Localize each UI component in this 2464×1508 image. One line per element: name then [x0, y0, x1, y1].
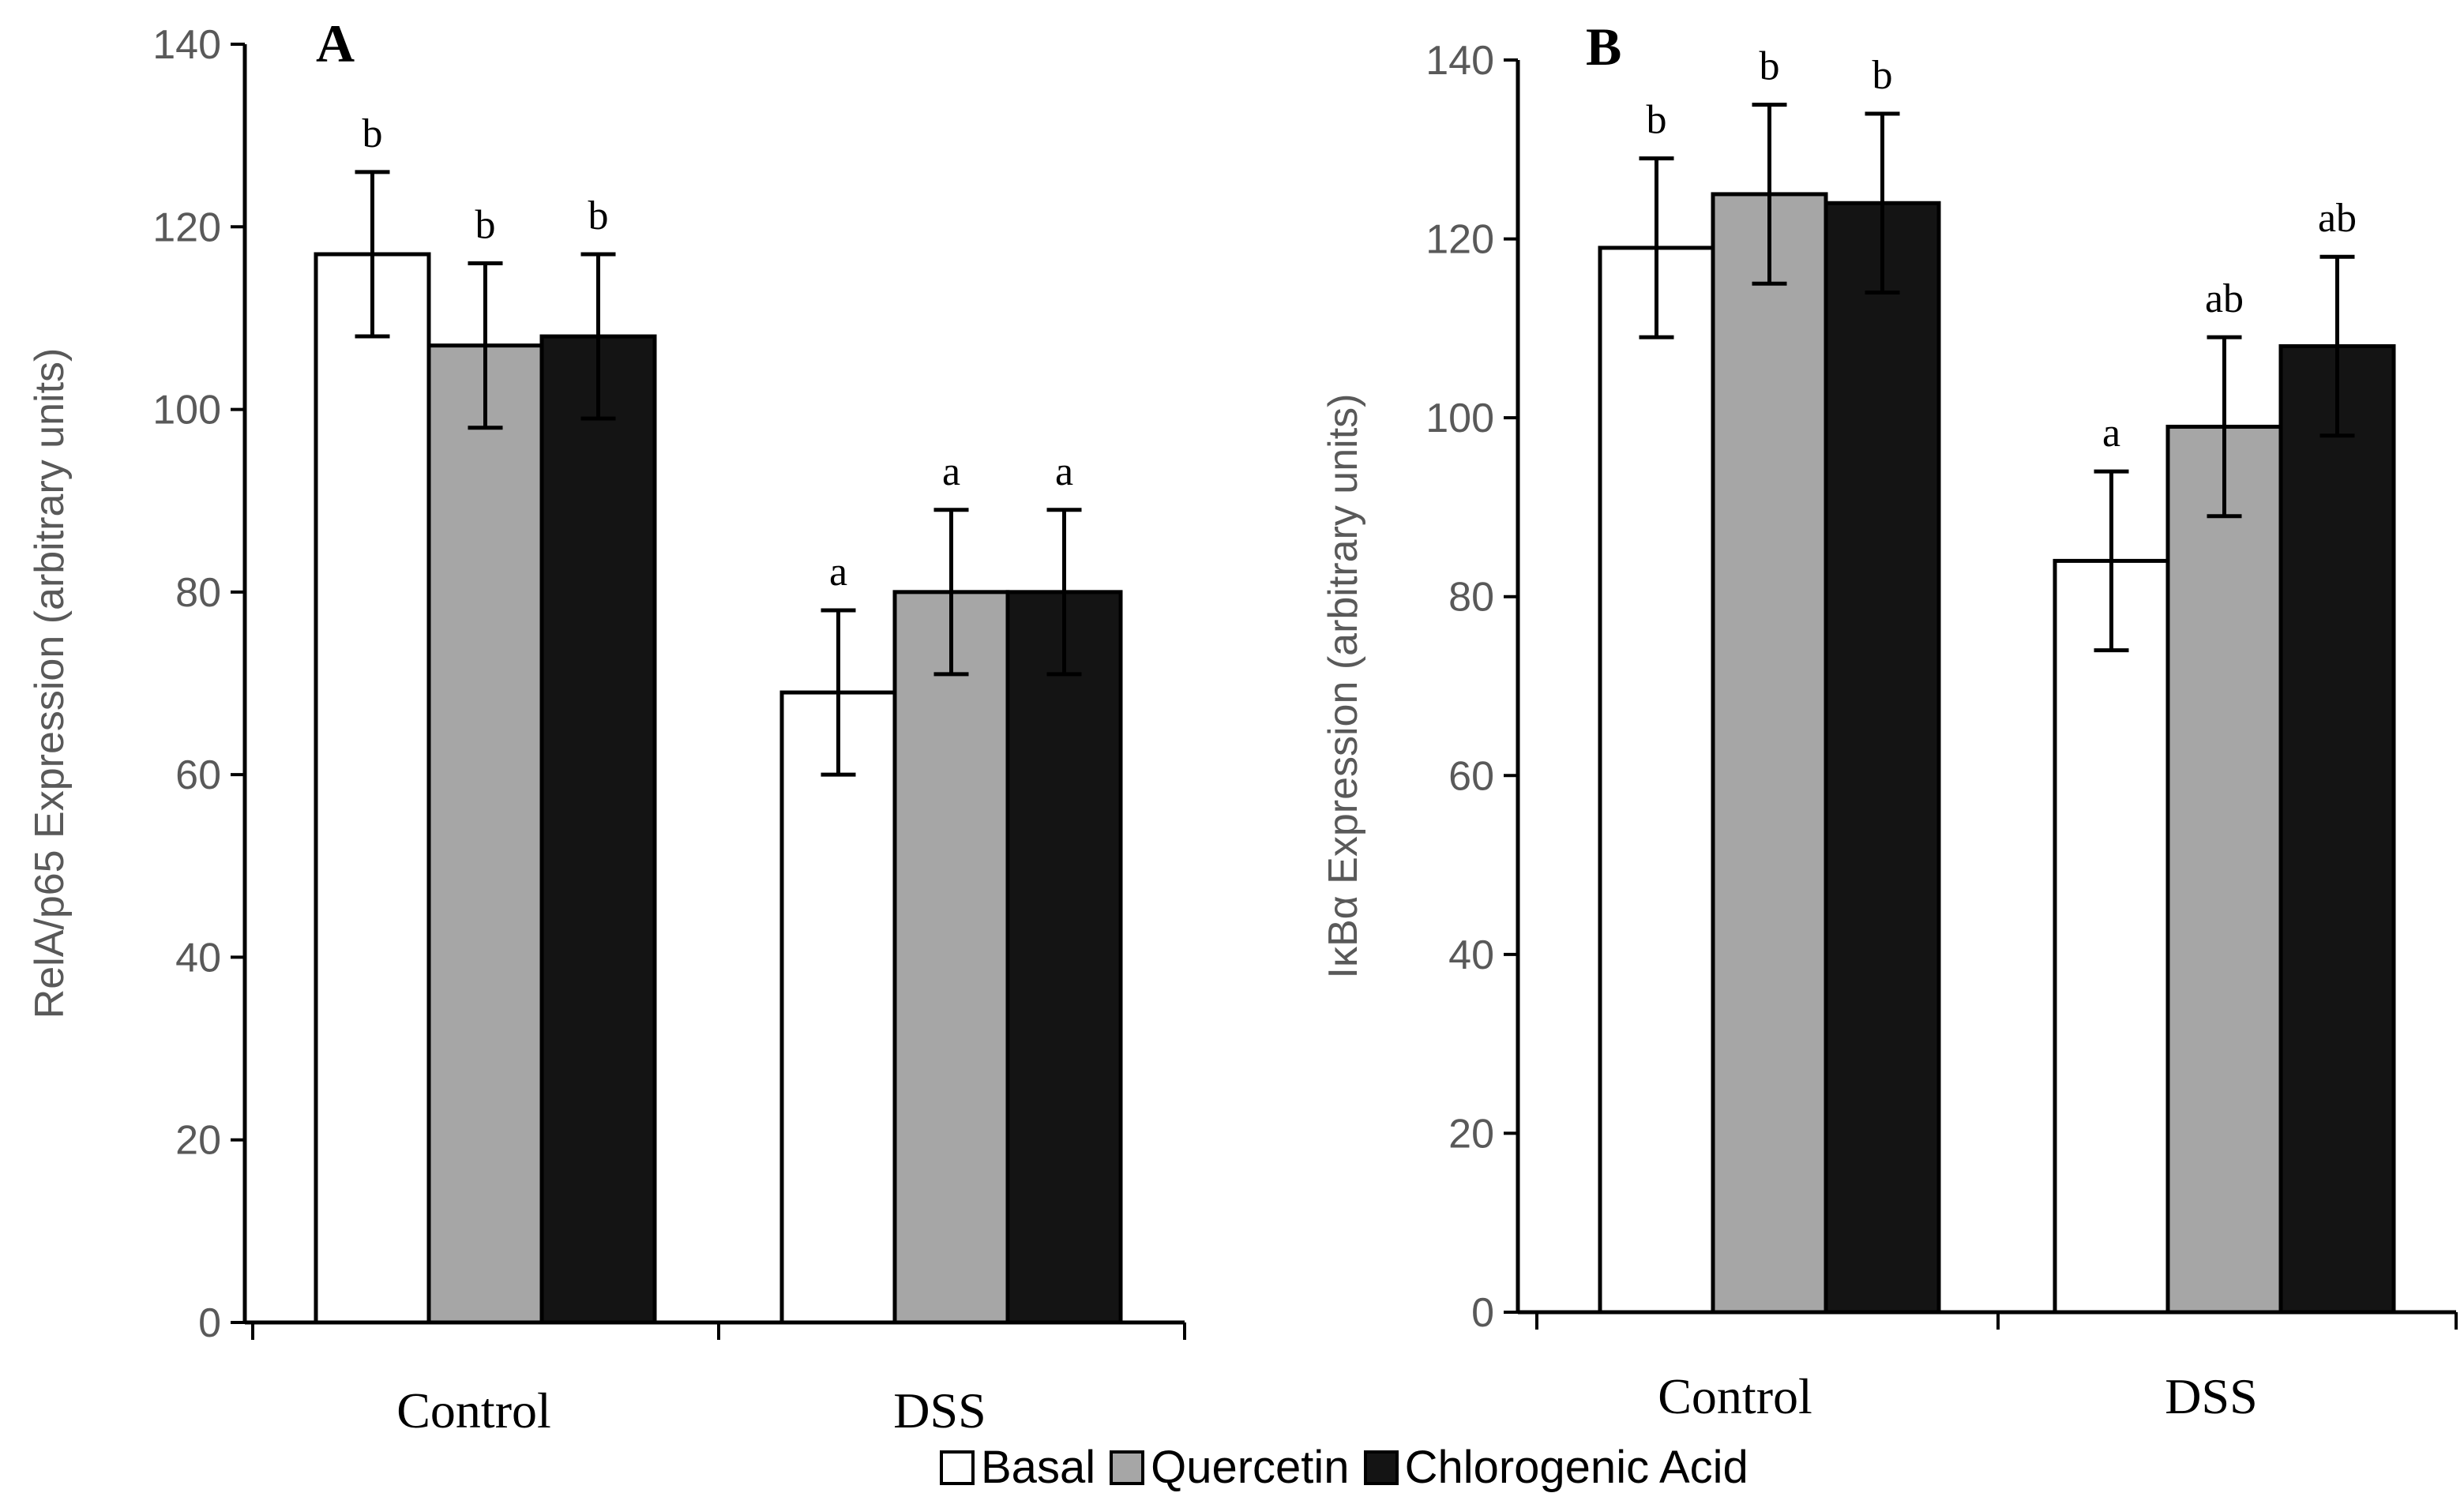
panel-b-y-axis-label: IκBα Expression (arbitrary units) [1320, 394, 1366, 979]
legend-swatch-basal [940, 1450, 975, 1485]
panel-a-y-tick-label: 0 [198, 1300, 221, 1346]
panel-b-significance-quercetin-dss: ab [2205, 276, 2244, 321]
panel-b-significance-chlorogenic-acid-control: b [1872, 53, 1893, 98]
legend-label-quercetin: Quercetin [1151, 1442, 1350, 1493]
panel-b-bar-basal-dss [2053, 558, 2170, 1315]
panel-a-y-tick-label: 100 [152, 388, 221, 433]
panel-b-letter: B [1586, 17, 1621, 77]
legend-label-basal: Basal [981, 1442, 1096, 1493]
panel-b-y-tick-label: 0 [1471, 1290, 1494, 1336]
panel-a-bar-basal-dss [779, 690, 897, 1325]
panel-a-bar-chlorogenic-acid-control [539, 334, 657, 1325]
legend-swatch-quercetin [1110, 1450, 1145, 1485]
panel-a-significance-chlorogenic-acid-control: b [588, 193, 609, 238]
panel-b-bar-chlorogenic-acid-dss [2278, 344, 2396, 1315]
legend-item-chlorogenic-acid: Chlorogenic Acid [1363, 1441, 1748, 1494]
legend-item-quercetin: Quercetin [1110, 1441, 1350, 1494]
panel-b-category-label-dss: DSS [2165, 1368, 2257, 1424]
panel-a-bar-chlorogenic-acid-dss [1005, 590, 1123, 1325]
panel-a-y-tick-label: 140 [152, 22, 221, 68]
panel-b-significance-basal-control: b [1647, 98, 1667, 143]
panel-a-significance-quercetin-dss: a [942, 449, 960, 494]
panel-a-y-tick-label: 20 [175, 1118, 221, 1164]
legend: Basal Quercetin Chlorogenic Acid [940, 1441, 1763, 1494]
panel-b-bar-quercetin-dss [2165, 424, 2283, 1315]
panel-a-significance-quercetin-control: b [475, 203, 496, 248]
panel-b-y-tick-label: 120 [1425, 217, 1494, 263]
panel-a-category-label-dss: DSS [893, 1382, 986, 1439]
legend-swatch-chlorogenic-acid [1363, 1450, 1399, 1485]
panel-a-y-tick-label: 80 [175, 570, 221, 616]
panel-a-y-tick-label: 120 [152, 204, 221, 250]
panel-a-significance-basal-control: b [362, 111, 383, 156]
panel-b-y-tick-label: 40 [1448, 932, 1494, 978]
panel-b-significance-quercetin-control: b [1760, 44, 1780, 89]
panel-a-bar-basal-control [314, 252, 431, 1325]
panel-b-bar-basal-control [1598, 246, 1715, 1315]
panel-a-y-tick-label: 40 [175, 935, 221, 981]
panel-b-y-tick-label: 80 [1448, 575, 1494, 621]
legend-label-chlorogenic-acid: Chlorogenic Acid [1404, 1442, 1748, 1493]
panel-a-significance-basal-dss: a [829, 550, 847, 595]
panel-b-y-tick-label: 60 [1448, 753, 1494, 799]
panel-b-bar-quercetin-control [1711, 192, 1828, 1315]
panel-b-significance-chlorogenic-acid-dss: ab [2318, 196, 2357, 241]
legend-item-basal: Basal [940, 1441, 1095, 1494]
panel-b-y-tick-label: 100 [1425, 396, 1494, 441]
panel-b-significance-basal-dss: a [2102, 411, 2120, 456]
panel-a-letter: A [316, 13, 355, 73]
panel-a-y-axis-label: RelA/p65 Expression (arbitrary units) [27, 348, 73, 1019]
panel-b-y-tick-label: 20 [1448, 1111, 1494, 1157]
panel-a-bar-quercetin-dss [892, 590, 1010, 1325]
panel-b-category-label-control: Control [1658, 1368, 1812, 1424]
panel-a-significance-chlorogenic-acid-dss: a [1055, 449, 1073, 494]
panel-a-bar-quercetin-control [426, 343, 544, 1325]
panel-b-bar-chlorogenic-acid-control [1824, 201, 1941, 1315]
panel-b-y-tick-label: 140 [1425, 38, 1494, 84]
panel-a-y-tick-label: 60 [175, 752, 221, 798]
panel-a-category-label-control: Control [396, 1382, 551, 1439]
